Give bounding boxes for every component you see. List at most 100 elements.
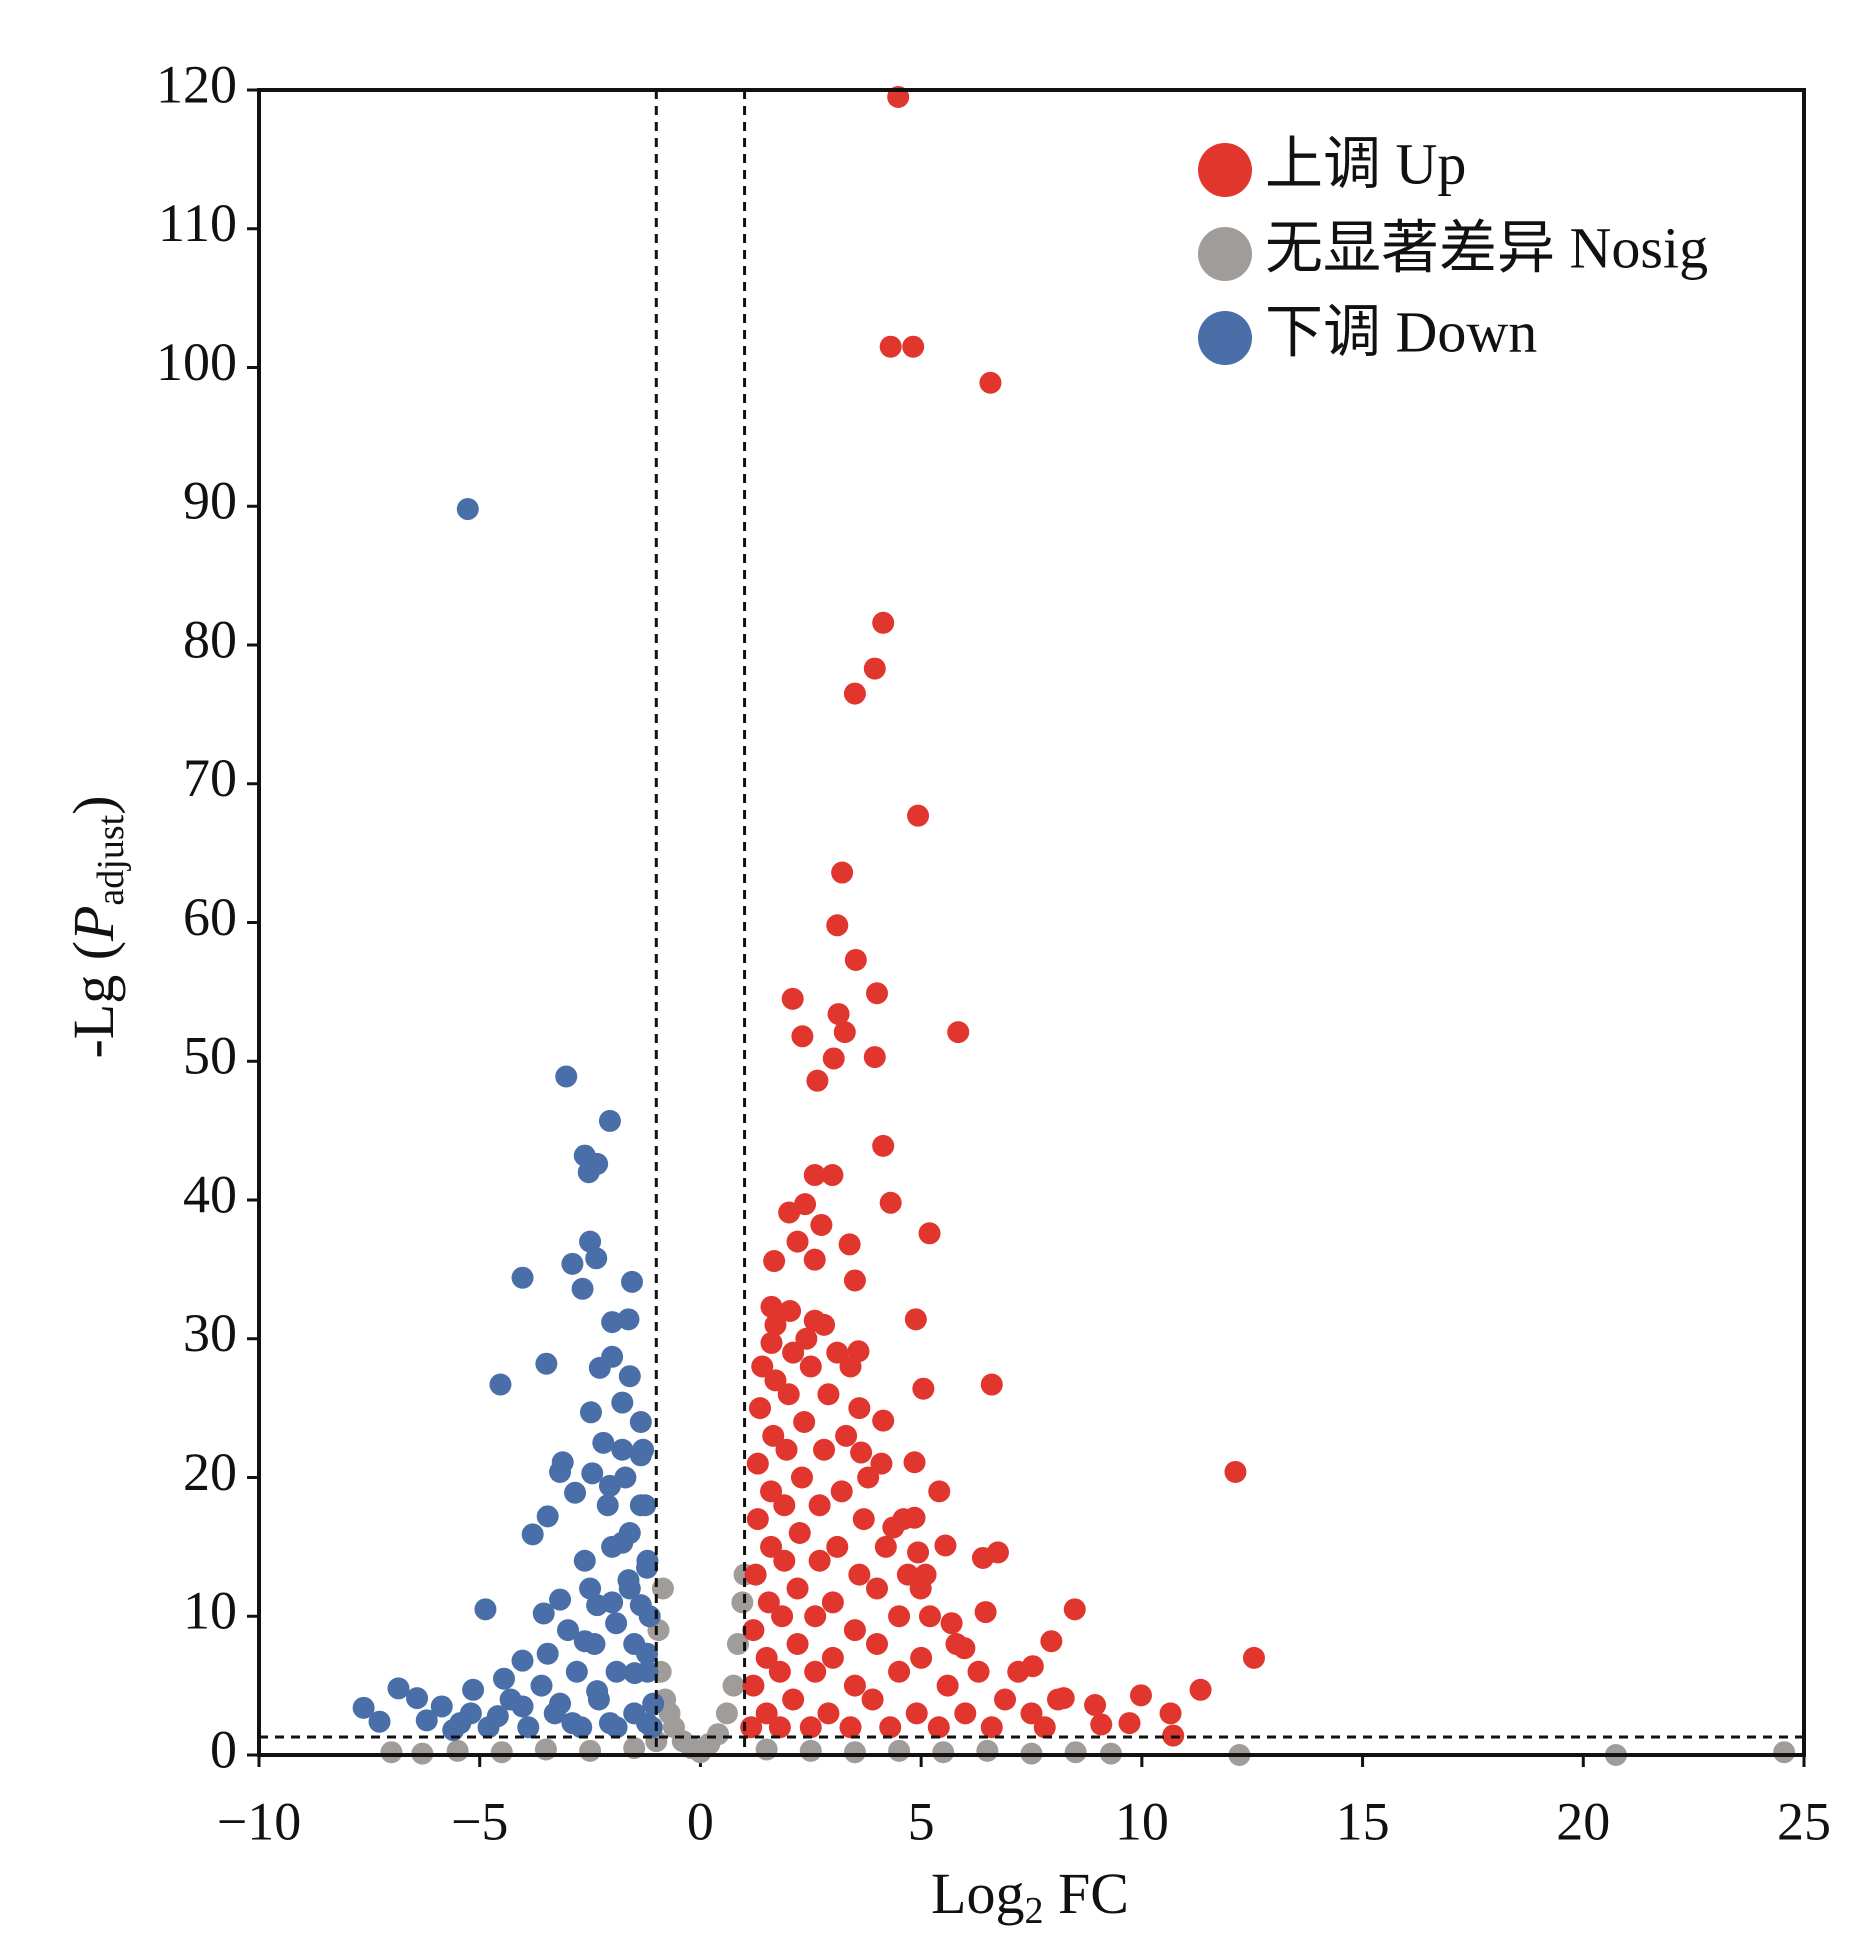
point: [872, 1409, 895, 1432]
point: [618, 1577, 641, 1600]
point: [793, 1411, 816, 1433]
point: [782, 1688, 805, 1711]
point: [940, 1612, 963, 1635]
point: [817, 1383, 840, 1406]
x-axis-label: Log2 FC: [931, 1861, 1129, 1931]
point: [511, 1649, 534, 1672]
y-tick-label: 30: [183, 1303, 237, 1363]
point: [623, 1702, 646, 1725]
legend-marker: [1198, 227, 1252, 281]
point: [517, 1716, 540, 1739]
point: [601, 1535, 624, 1558]
point: [874, 1535, 897, 1558]
y-tick-label: 70: [183, 748, 237, 808]
y-tick-label: 100: [156, 332, 237, 392]
point: [918, 1222, 941, 1245]
point: [843, 1741, 866, 1764]
y-tick-label: 80: [183, 609, 237, 669]
point: [755, 1702, 778, 1725]
point: [945, 1633, 968, 1655]
point: [605, 1716, 628, 1739]
point: [555, 1065, 578, 1088]
point: [779, 1300, 802, 1322]
point: [808, 1549, 831, 1572]
point: [788, 1522, 811, 1544]
point: [892, 1508, 915, 1531]
point: [456, 498, 479, 521]
point: [543, 1702, 566, 1725]
x-tick-label: −5: [451, 1791, 508, 1851]
y-label-part: ): [61, 795, 126, 814]
x-label-part: Log: [931, 1861, 1024, 1926]
point: [557, 1619, 579, 1642]
point: [790, 1466, 813, 1489]
point: [459, 1702, 482, 1725]
point: [755, 1738, 778, 1761]
point: [843, 1674, 866, 1697]
point: [415, 1709, 438, 1732]
point: [866, 982, 888, 1005]
point: [763, 1250, 786, 1273]
point: [786, 1577, 809, 1600]
point: [707, 1723, 730, 1746]
point: [794, 1193, 817, 1216]
point: [833, 1021, 856, 1044]
point: [843, 1619, 866, 1642]
point: [863, 1046, 886, 1069]
point: [918, 1605, 941, 1628]
point: [462, 1678, 485, 1701]
point: [760, 1480, 783, 1503]
point: [971, 1546, 994, 1569]
point: [596, 1494, 619, 1517]
y-tick-label: 90: [183, 471, 237, 531]
y-tick-label: 60: [183, 887, 237, 947]
point: [1033, 1716, 1056, 1739]
point: [621, 1270, 644, 1293]
point: [817, 1702, 840, 1725]
point: [806, 1069, 829, 1092]
point: [954, 1702, 977, 1725]
point: [799, 1739, 822, 1762]
point: [795, 1327, 818, 1350]
point: [912, 1377, 935, 1400]
point: [777, 1383, 800, 1406]
point: [601, 1311, 624, 1334]
point: [866, 1577, 888, 1600]
point: [489, 1373, 512, 1396]
point: [1224, 1460, 1247, 1483]
point: [976, 1739, 999, 1762]
point: [632, 1438, 655, 1461]
point: [826, 1535, 849, 1558]
point: [744, 1563, 767, 1586]
point: [611, 1438, 634, 1461]
point: [579, 1577, 602, 1600]
point: [791, 1025, 814, 1048]
point: [934, 1534, 957, 1557]
point: [446, 1739, 469, 1762]
point: [549, 1460, 572, 1483]
point: [830, 1480, 853, 1503]
point: [499, 1688, 522, 1711]
y-tick-label: 110: [158, 193, 237, 253]
legend-label: 下调 Down: [1265, 299, 1537, 364]
point: [587, 1688, 610, 1711]
x-label-sub: 2: [1024, 1890, 1043, 1932]
point: [782, 1341, 805, 1364]
point: [902, 335, 925, 358]
point: [826, 1341, 849, 1364]
point: [762, 1424, 785, 1447]
point: [629, 1411, 652, 1433]
point: [511, 1266, 534, 1289]
point: [642, 1692, 665, 1715]
legend-label: 无显著差异 Nosig: [1265, 215, 1708, 280]
point: [1159, 1702, 1182, 1725]
point: [579, 1230, 602, 1253]
y-tick-label: 120: [156, 54, 237, 114]
point: [746, 1508, 769, 1531]
point: [786, 1633, 809, 1655]
point: [636, 1549, 659, 1572]
point: [861, 1688, 884, 1711]
point: [573, 1549, 596, 1572]
point: [1020, 1702, 1043, 1725]
